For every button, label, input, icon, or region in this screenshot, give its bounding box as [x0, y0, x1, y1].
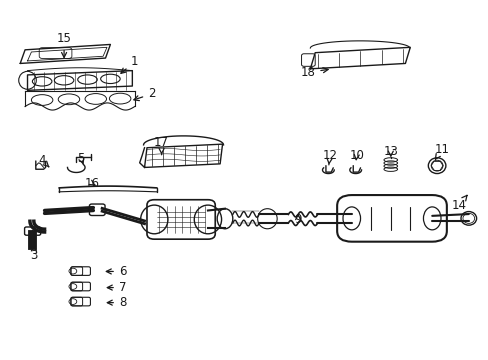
Text: 7: 7 [107, 281, 126, 294]
Text: 5: 5 [77, 152, 84, 165]
Text: 10: 10 [348, 149, 364, 162]
Text: 4: 4 [39, 154, 49, 167]
Text: 3: 3 [30, 246, 38, 262]
Text: 1: 1 [121, 55, 138, 73]
Text: 9: 9 [294, 213, 301, 226]
Text: 16: 16 [85, 177, 100, 190]
Text: 14: 14 [450, 195, 466, 212]
Text: 8: 8 [107, 296, 126, 309]
Text: 17: 17 [154, 136, 169, 154]
Text: 6: 6 [106, 265, 126, 278]
Text: 2: 2 [134, 87, 155, 101]
Text: 15: 15 [57, 32, 71, 58]
Text: 13: 13 [383, 145, 397, 158]
Text: 12: 12 [322, 149, 337, 165]
Text: 11: 11 [434, 143, 448, 159]
Text: 18: 18 [300, 66, 327, 79]
